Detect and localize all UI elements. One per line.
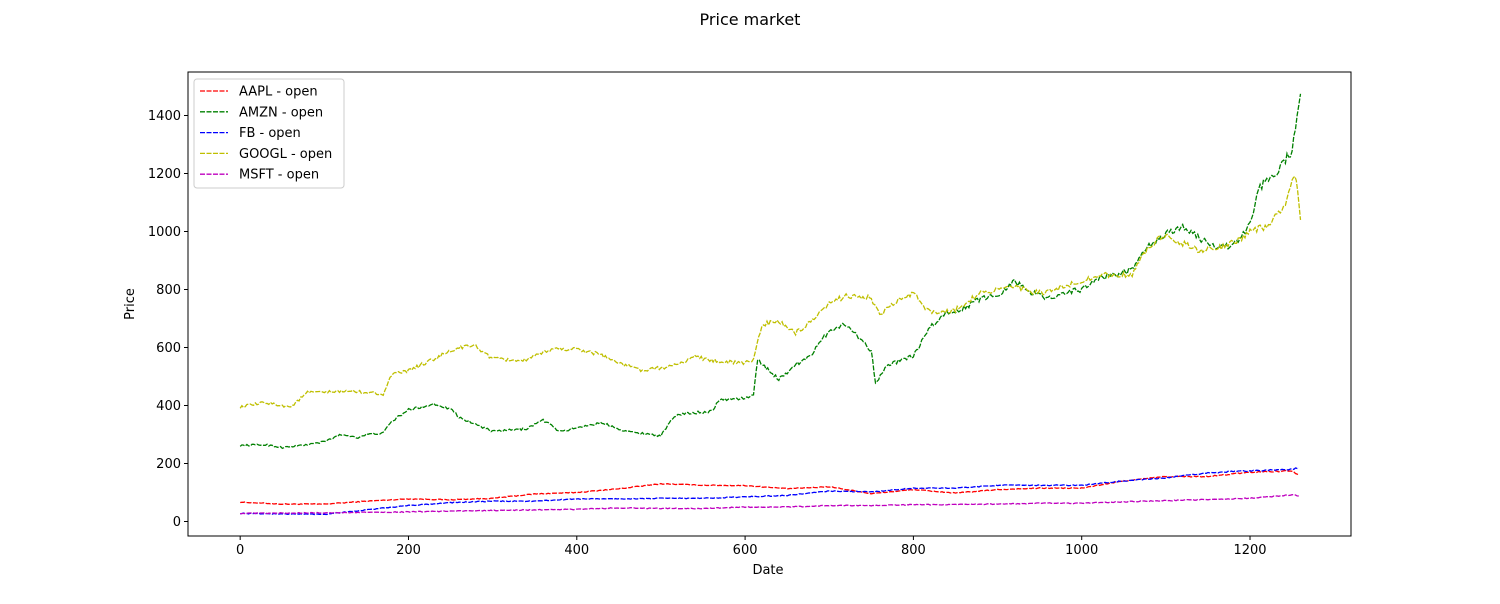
chart-title: Price market [700,10,801,29]
y-axis-label: Price [123,288,138,320]
y-tick-label: 0 [173,515,181,530]
series-line [239,93,1302,450]
y-tick-label: 1000 [148,225,181,240]
plot-frame [187,71,1352,537]
x-tick-label: 800 [901,543,926,558]
legend: AAPL - open AMZN - open FB - open GOOGL - o… [193,78,345,189]
legend-label: MSFT - open [239,168,319,183]
x-tick-label: 400 [564,543,589,558]
series-layer [239,93,1302,516]
y-tick-label: 1200 [148,167,181,182]
x-tick-label: 1000 [1065,543,1098,558]
series-line [240,469,1300,506]
x-tick-label: 1200 [1233,543,1266,558]
y-tick-label: 400 [156,399,181,414]
y-tick-label: 200 [156,457,181,472]
x-tick-label: 200 [396,543,421,558]
legend-label: GOOGL - open [239,147,332,162]
y-tick-label: 800 [156,283,181,298]
x-tick-label: 600 [733,543,758,558]
legend-label: FB - open [239,126,301,141]
ticks-layer: 0 200 400 600 800 1000 1200 0 200 400 600 800 1000 12… [148,109,1267,558]
legend-box [193,78,345,189]
x-tick-label: 0 [236,543,244,558]
y-tick-label: 600 [156,341,181,356]
series-line [239,175,1302,409]
x-axis-label: Date [752,563,783,578]
series-line [240,494,1299,515]
legend-label: AMZN - open [239,105,323,120]
legend-label: AAPL - open [239,85,318,100]
series-line [240,467,1299,516]
y-tick-label: 1400 [148,109,181,124]
